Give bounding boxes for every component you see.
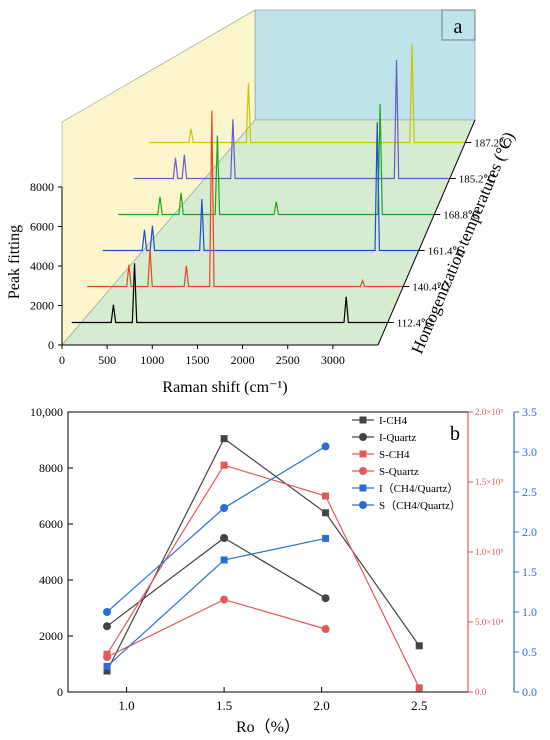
panel-a-series-line xyxy=(71,263,388,324)
panel-b-point-circle xyxy=(321,625,330,633)
panel-b-point-square xyxy=(415,684,423,692)
panel-b-x-tick-label: 2.5 xyxy=(411,698,427,713)
panel-b-series-line xyxy=(106,437,420,672)
panel-b-y-left-tick-label: 2000 xyxy=(39,629,63,643)
panel-b-point-square xyxy=(322,534,330,542)
panel-b-point-square xyxy=(415,642,423,650)
panel-b-x-axis-title: Ro（%） xyxy=(236,718,300,736)
panel-b-point-square xyxy=(220,556,228,564)
panel-b-point-circle xyxy=(220,504,229,512)
panel-b-legend-label: I（CH4/Quartz） xyxy=(379,482,458,495)
panel-a-x-ticks: 0 500 1000 1500 2000 2500 3000 xyxy=(59,344,378,367)
panel-b-y-left-tick-label: 0 xyxy=(57,685,63,699)
panel-b-legend-label: S-Quartz xyxy=(379,466,419,478)
panel-b-legend-label: I-CH4 xyxy=(379,415,408,427)
panel-a-label: a xyxy=(454,16,463,38)
panel-b-y-left-tick-label: 8000 xyxy=(39,461,63,475)
panel-b-y-right-red-tick-label: 1.0×10⁵ xyxy=(475,547,503,557)
panel-b-series-line xyxy=(106,464,420,689)
panel-b-y-right-blue-tick-label: 3.0 xyxy=(522,445,537,459)
panel-b-point-square xyxy=(322,509,330,517)
panel-b-point-square xyxy=(220,435,228,443)
panel-b-x-tick-label: 2.0 xyxy=(314,698,330,713)
panel-a-series-line xyxy=(149,43,466,144)
panel-b-y-left-tick-label: 10,000 xyxy=(30,405,63,419)
panel-a-z-tick-label: 140.4℃ xyxy=(412,282,449,294)
panel-a-y-axis-title: Peak fitting xyxy=(6,225,23,299)
panel-b-series-line xyxy=(106,598,326,658)
panel-b-point-circle xyxy=(321,442,330,451)
panel-a-y-tick-label: 0 xyxy=(48,338,54,352)
panel-b-legend-marker xyxy=(359,450,367,458)
panel-a-y-tick-label: 4000 xyxy=(30,259,54,273)
panel-b-y-left-tick-label: 4000 xyxy=(39,573,63,587)
panel-a: a 0 2000 4000 6000 8000 0 500 1000 1500 2000 2500… xyxy=(6,9,518,396)
panel-b-legend-marker xyxy=(359,501,367,509)
panel-a-z-tick-label: 112.4℃ xyxy=(397,318,434,330)
panel-b-y-right-blue-tick-label: 1.0 xyxy=(522,605,537,619)
panel-b-y-right-red-tick-label: 2.0×10⁵ xyxy=(475,407,503,417)
panel-a-label-box xyxy=(441,9,476,41)
panel-a-x-tick-label: 3000 xyxy=(321,353,345,367)
panel-a-series-line xyxy=(102,122,419,252)
panel-b: b 1.0 1.5 2.0 2.5 0 2000 4000 6000 8000 10,000 0.0… xyxy=(30,405,537,736)
panel-b-y-right-blue-tick-label: 2.0 xyxy=(522,525,537,539)
panel-b-label: b xyxy=(450,423,460,445)
panel-b-y-right-blue-tick-label: 2.5 xyxy=(522,485,537,499)
panel-b-legend-marker xyxy=(359,467,367,475)
panel-b-point-circle xyxy=(103,653,112,661)
panel-b-legend: I-CH4 I-Quartz S-CH4 S-Quartz I（CH4/Quartz） S… xyxy=(352,415,461,512)
panel-a-x-tick-label: 1000 xyxy=(140,353,164,367)
panel-a-z-tick-label: 161.4℃ xyxy=(428,246,465,258)
panel-a-x-tick-label: 500 xyxy=(98,353,116,367)
panel-b-point-circle xyxy=(103,608,112,616)
panel-b-y-right-blue-tick-label: 3.5 xyxy=(522,405,537,419)
panel-b-legend-label: S-CH4 xyxy=(379,449,410,461)
panel-b-point-circle xyxy=(321,594,330,603)
panel-b-point-square xyxy=(103,662,111,670)
panel-b-point-square xyxy=(103,667,111,675)
panel-b-point-square xyxy=(322,492,330,500)
panel-b-legend-marker xyxy=(359,416,367,424)
panel-b-point-square xyxy=(220,461,228,469)
panel-a-y-tick-label: 8000 xyxy=(30,180,54,194)
panel-b-legend-marker xyxy=(359,433,367,441)
panel-b-legend-label: I-Quartz xyxy=(379,432,416,444)
panel-a-z-tick-label: 185.2℃ xyxy=(459,174,496,186)
panel-a-x-tick-label: 0 xyxy=(59,353,65,367)
panel-a-z-tick-label: 168.8℃ xyxy=(443,210,480,222)
panel-b-legend-label: S（CH4/Quartz） xyxy=(379,499,461,512)
panel-b-y-right-blue-tick-label: 0.5 xyxy=(522,645,537,659)
panel-a-x-tick-label: 1500 xyxy=(185,353,209,367)
panel-b-point-circle xyxy=(220,534,229,542)
panel-b-y-right-blue-tick-label: 0.0 xyxy=(522,685,537,699)
panel-b-y-right-red-tick-label: 0.0 xyxy=(475,687,487,697)
panel-b-series xyxy=(103,435,423,692)
panel-a-y-tick-label: 6000 xyxy=(30,220,54,234)
panel-a-z-ticks: 187.2℃ 185.2℃ 168.8℃ 161.4℃ 140.4℃ 112.4℃ xyxy=(377,119,511,346)
panel-a-z-tick-label: 187.2℃ xyxy=(474,138,511,150)
panel-b-legend-marker xyxy=(359,484,367,492)
panel-a-z-axis-line xyxy=(377,119,476,346)
panel-a-y-ticks: 0 2000 4000 6000 8000 xyxy=(30,180,63,352)
panel-a-series-line xyxy=(133,59,450,180)
panel-a-series-lines xyxy=(71,43,466,324)
panel-a-x-tick-label: 2500 xyxy=(276,353,300,367)
panel-b-axes: 1.0 1.5 2.0 2.5 0 2000 4000 6000 8000 10,000 0.0 5.… xyxy=(30,405,537,713)
panel-b-series-line xyxy=(106,445,326,613)
panel-a-x-axis-title: Raman shift (cm⁻¹) xyxy=(162,379,287,396)
panel-b-x-tick-label: 1.5 xyxy=(216,698,232,713)
panel-b-point-circle xyxy=(103,622,112,631)
panel-b-point-circle xyxy=(220,595,229,604)
panel-b-y-right-blue-tick-label: 1.5 xyxy=(522,565,537,579)
panel-b-y-left-tick-label: 6000 xyxy=(39,517,63,531)
panel-b-x-tick-label: 1.0 xyxy=(118,698,134,713)
panel-a-x-tick-label: 2000 xyxy=(231,353,255,367)
panel-b-y-right-red-tick-label: 1.5×10⁵ xyxy=(475,477,503,487)
panel-a-series-line xyxy=(87,110,404,288)
panel-b-y-right-red-tick-label: 5.0×10⁴ xyxy=(475,617,503,627)
panel-a-y-tick-label: 2000 xyxy=(30,299,54,313)
